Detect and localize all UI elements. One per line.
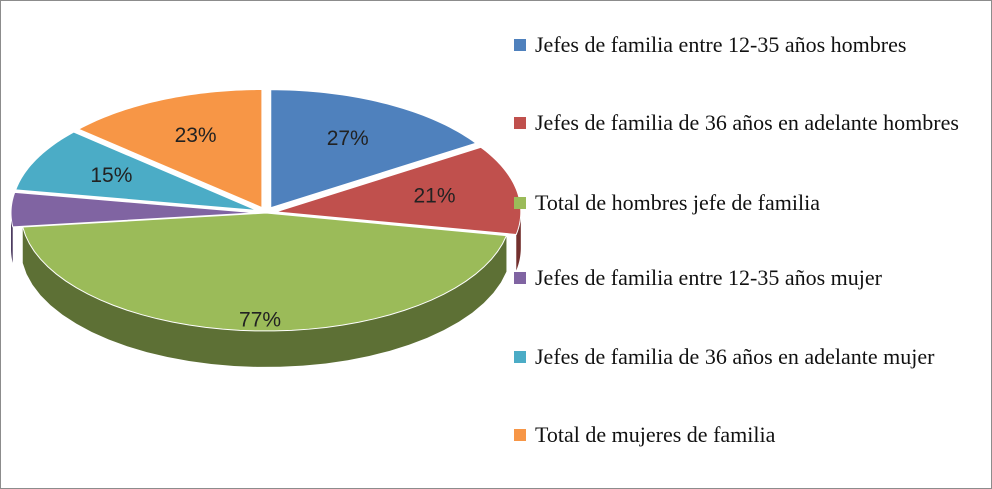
legend-swatch: [514, 429, 526, 441]
legend-swatch: [514, 39, 526, 51]
legend-item: Jefes de familia de 36 años en adelante …: [511, 343, 981, 370]
legend-label: Jefes de familia de 36 años en adelante …: [535, 344, 935, 369]
legend-label: Total de mujeres de familia: [535, 422, 776, 447]
pie-tops: [10, 89, 522, 332]
data-label: 23%: [175, 124, 217, 147]
legend-label: Jefes de familia entre 12-35 años hombre…: [535, 32, 907, 57]
pie-side: [22, 227, 507, 367]
legend-swatch: [514, 351, 526, 363]
pie-sides: [11, 211, 521, 367]
data-label: 21%: [413, 184, 455, 207]
legend-item: Total de mujeres de familia: [511, 421, 981, 448]
legend-item: Jefes de familia entre 12-35 años mujer: [511, 264, 981, 291]
pie-slice: [77, 89, 263, 209]
pie-slice: [22, 212, 508, 332]
data-label: 15%: [90, 164, 132, 187]
pie-slice: [270, 89, 477, 209]
legend-swatch: [514, 197, 526, 209]
legend-item: Total de hombres jefe de familia: [511, 189, 981, 216]
data-label: 77%: [239, 308, 281, 331]
legend-label: Jefes de familia entre 12-35 años mujer: [535, 265, 882, 290]
pie-slice: [10, 191, 257, 228]
legend-item: Jefes de familia de 36 años en adelante …: [511, 109, 981, 136]
legend-swatch: [514, 272, 526, 284]
pie-side: [516, 211, 521, 271]
legend-swatch: [514, 117, 526, 129]
pie-slice: [275, 146, 522, 236]
data-label: 27%: [327, 127, 369, 150]
legend-item: Jefes de familia entre 12-35 años hombre…: [511, 31, 981, 58]
legend-label: Jefes de familia de 36 años en adelante …: [535, 110, 959, 135]
legend-label: Total de hombres jefe de familia: [535, 190, 820, 215]
pie-slice: [15, 131, 258, 211]
